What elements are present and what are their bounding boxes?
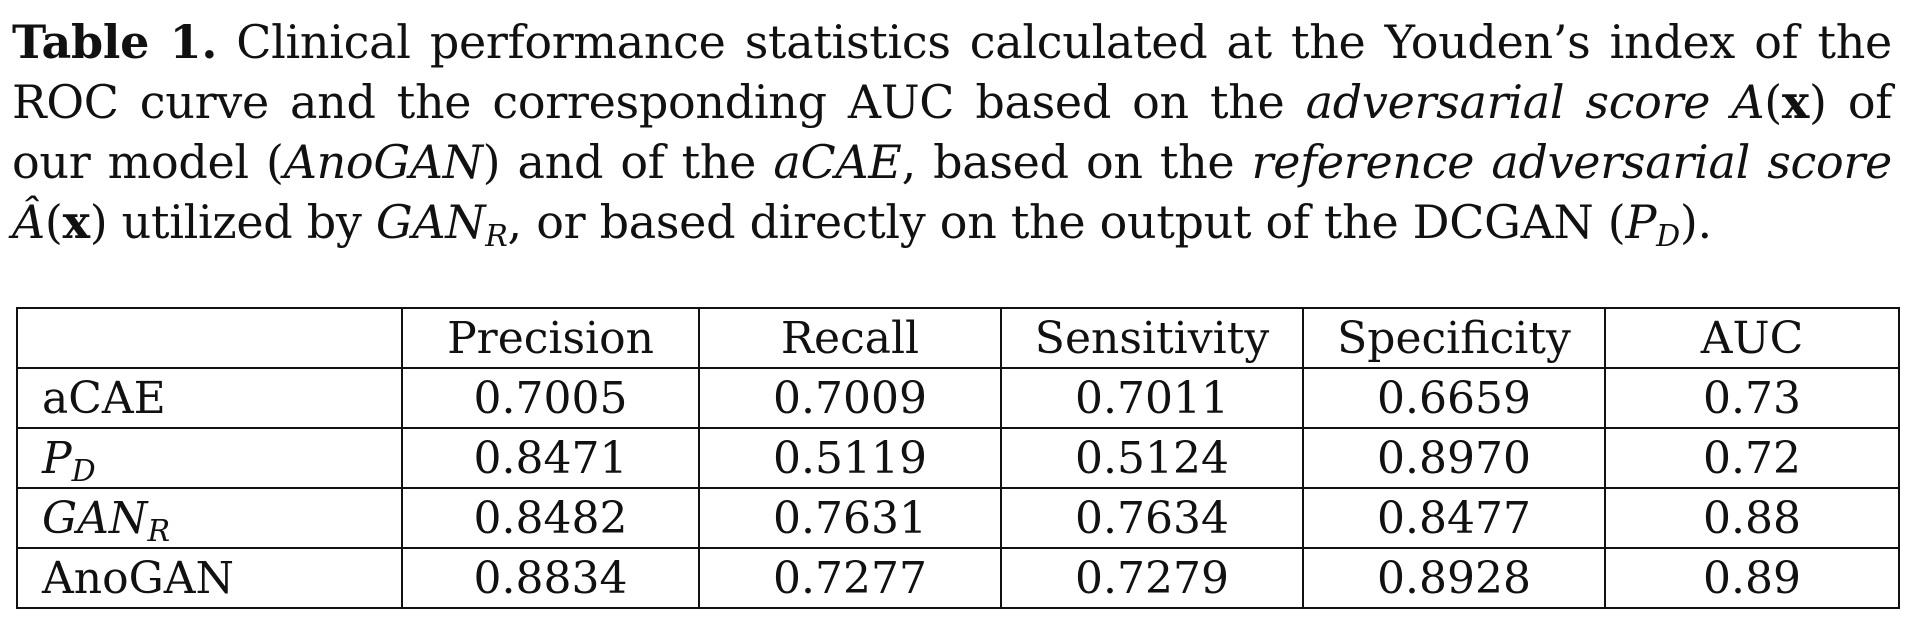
table-cell: 0.88 (1604, 487, 1900, 549)
table-cell: 0.89 (1604, 547, 1900, 609)
caption-model-name: AnoGAN (283, 135, 483, 189)
table-cell: 0.73 (1604, 367, 1900, 429)
caption-adv-score: adversarial score (1305, 75, 1711, 129)
table-cell: 0.8471 (401, 427, 700, 489)
caption-text: ) and of the (482, 135, 774, 189)
table-cell: 0.7277 (698, 547, 1002, 609)
caption-paren: ) (1809, 75, 1827, 129)
caption-text: , or based directly on the output of the… (507, 195, 1626, 249)
column-header-auc: AUC (1604, 307, 1900, 369)
caption-x: x (62, 195, 90, 249)
table-cell: 0.7631 (698, 487, 1002, 549)
caption-ref-score: reference adversarial score (1251, 135, 1893, 189)
table-cell: 0.7005 (401, 367, 700, 429)
row-label-text: GAN (42, 492, 148, 544)
row-label-acae: aCAE (16, 367, 403, 429)
table-cell: 0.8928 (1302, 547, 1606, 609)
table-row: PD 0.8471 0.5119 0.5124 0.8970 0.72 (16, 427, 1900, 489)
table-cell: 0.8970 (1302, 427, 1606, 489)
table-cell: 0.7009 (698, 367, 1002, 429)
caption-text: , based on the (901, 135, 1252, 189)
table-row: aCAE 0.7005 0.7009 0.7011 0.6659 0.73 (16, 367, 1900, 429)
caption-text: ). (1679, 195, 1712, 249)
caption-paren: ) (89, 195, 108, 249)
caption-ref-symbol: Â (12, 195, 45, 249)
caption-gan-r-main: GAN (375, 195, 486, 249)
caption-gan-r-sub: R (485, 219, 508, 254)
table-cell: 0.72 (1604, 427, 1900, 489)
column-header-sensitivity: Sensitivity (1000, 307, 1304, 369)
column-header-specificity: Specificity (1302, 307, 1606, 369)
table-cell: 0.5119 (698, 427, 1002, 489)
table-cell: 0.5124 (1000, 427, 1304, 489)
row-label-subscript: R (147, 513, 171, 549)
caption-x: x (1781, 75, 1810, 129)
table-cell: 0.7634 (1000, 487, 1304, 549)
caption-score-symbol: A (1731, 75, 1765, 129)
table-cell: 0.7279 (1000, 547, 1304, 609)
row-label-subscript: D (71, 453, 96, 489)
table-row: AnoGAN 0.8834 0.7277 0.7279 0.8928 0.89 (16, 547, 1900, 609)
table-row: GANR 0.8482 0.7631 0.7634 0.8477 0.88 (16, 487, 1900, 549)
caption-text: of our model ( (12, 75, 1892, 189)
column-header-recall: Recall (698, 307, 1002, 369)
caption-pd: PD (1625, 195, 1680, 252)
column-header-empty (16, 307, 403, 369)
caption-text: utilized by (107, 195, 376, 249)
row-label-text: P (42, 432, 72, 484)
row-label-anogan: AnoGAN (16, 547, 403, 609)
results-table: Precision Recall Sensitivity Specificity… (16, 307, 1900, 609)
caption-gan-r: GANR (375, 195, 508, 252)
row-label-text: aCAE (42, 372, 166, 424)
table-cell: 0.7011 (1000, 367, 1304, 429)
caption-paren: ( (1764, 75, 1782, 129)
column-header-precision: Precision (401, 307, 700, 369)
table-cell: 0.8477 (1302, 487, 1606, 549)
row-label-gan-r: GANR (16, 487, 403, 549)
caption-pd-sub: D (1656, 219, 1680, 254)
table-cell: 0.6659 (1302, 367, 1606, 429)
row-label-text: AnoGAN (42, 552, 235, 604)
table-caption: Table 1. Clinical performance statistics… (12, 12, 1892, 252)
caption-pd-main: P (1625, 195, 1657, 249)
table-header-row: Precision Recall Sensitivity Specificity… (16, 307, 1900, 369)
caption-text: Clinical performance statistics calculat… (12, 15, 1892, 129)
row-label-pd: PD (16, 427, 403, 489)
caption-label: Table 1. (12, 15, 218, 69)
table-cell: 0.8834 (401, 547, 700, 609)
caption-acae: aCAE (773, 135, 902, 189)
caption-paren: ( (44, 195, 63, 249)
table-cell: 0.8482 (401, 487, 700, 549)
